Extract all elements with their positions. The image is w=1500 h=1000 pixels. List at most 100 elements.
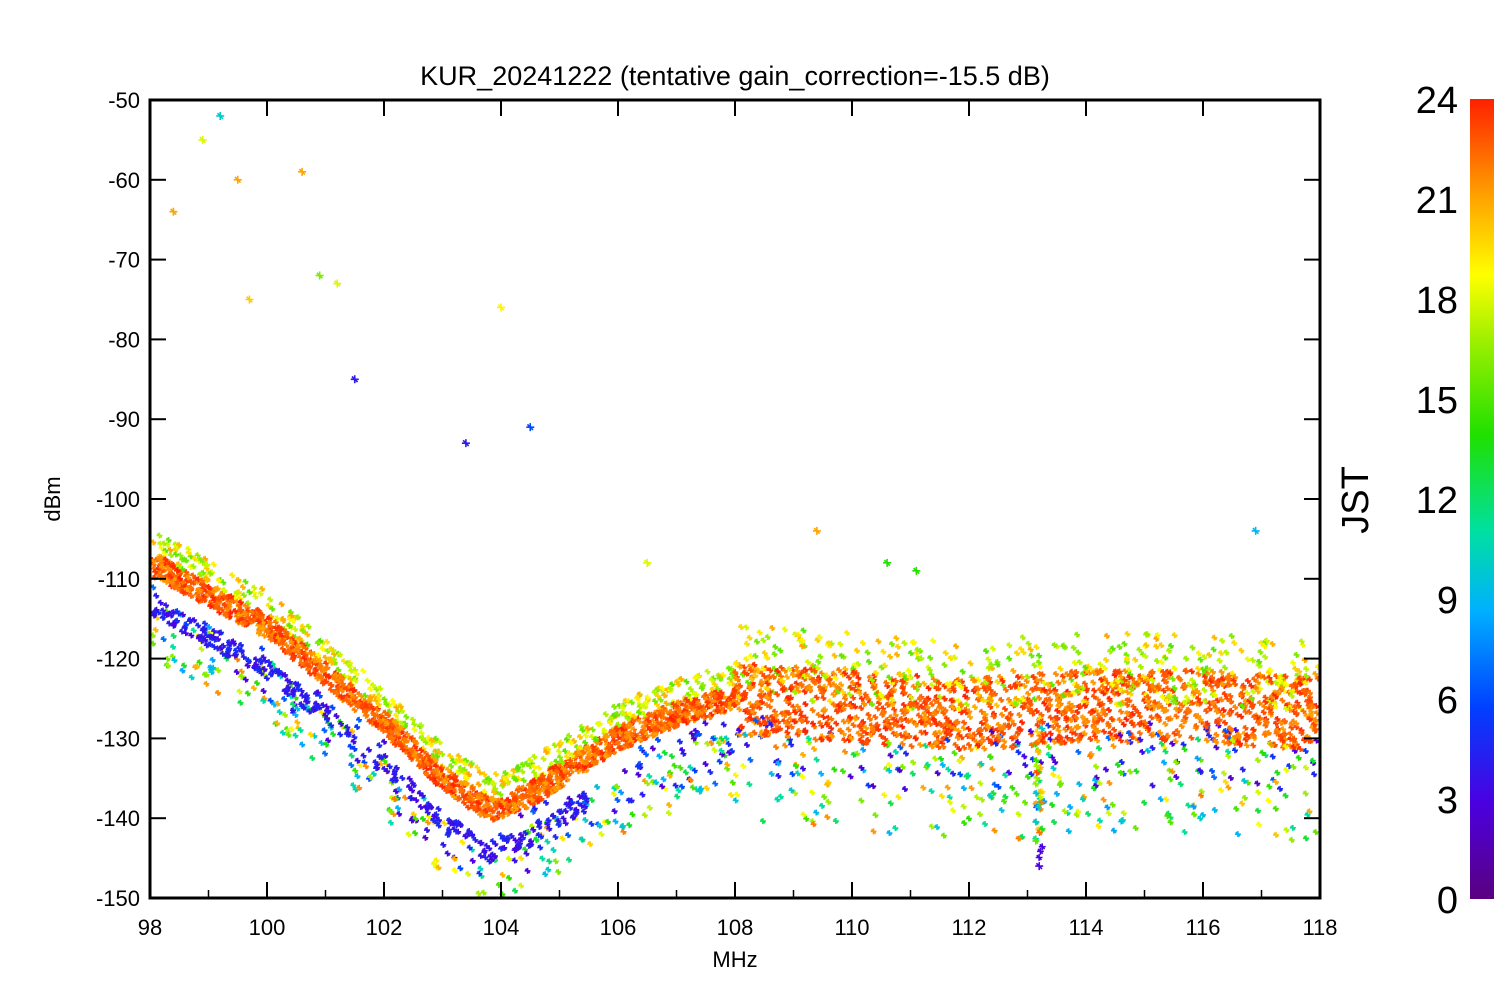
data-point: [492, 771, 499, 778]
colorbar-label: JST: [1335, 466, 1377, 534]
data-point: [281, 695, 288, 702]
data-point: [394, 805, 401, 812]
data-point: [582, 739, 589, 746]
data-point: [938, 793, 945, 800]
data-point: [1057, 693, 1064, 700]
data-point: [831, 766, 838, 773]
data-point: [497, 303, 505, 312]
data-point: [702, 761, 709, 768]
data-point: [185, 574, 192, 581]
data-point: [299, 741, 306, 748]
colorbar-tick-label: 15: [1416, 380, 1458, 422]
data-point: [945, 766, 952, 773]
data-point: [1188, 734, 1195, 741]
data-point: [362, 763, 369, 770]
data-point: [1142, 653, 1149, 660]
data-point: [671, 762, 678, 769]
data-point: [477, 811, 484, 818]
data-point: [1279, 697, 1286, 704]
data-point: [654, 693, 661, 700]
data-point: [1015, 811, 1022, 818]
data-point: [850, 722, 857, 729]
data-point: [773, 744, 780, 751]
data-point: [886, 674, 893, 681]
data-point: [351, 734, 358, 741]
data-point: [999, 711, 1006, 718]
data-point: [1079, 684, 1086, 691]
data-point: [1211, 806, 1218, 813]
data-point: [611, 808, 618, 815]
data-point: [279, 729, 286, 736]
data-point: [1257, 648, 1264, 655]
data-point: [975, 691, 982, 698]
data-point: [239, 584, 246, 591]
data-point: [928, 788, 935, 795]
data-point: [1198, 792, 1205, 799]
data-point: [1072, 730, 1079, 737]
data-point: [451, 855, 458, 862]
data-point: [1160, 687, 1167, 694]
data-point: [269, 605, 276, 612]
data-point: [1195, 736, 1202, 743]
data-point: [1141, 799, 1148, 806]
data-point: [1127, 768, 1134, 775]
data-point: [422, 834, 429, 841]
data-point: [1051, 642, 1058, 649]
data-point: [172, 551, 179, 558]
data-point: [1102, 665, 1109, 672]
data-point: [576, 744, 583, 751]
data-point: [497, 791, 504, 798]
data-point: [433, 857, 440, 864]
data-point: [1216, 657, 1223, 664]
data-point: [1052, 671, 1059, 678]
data-point: [229, 572, 236, 579]
data-point: [276, 709, 283, 716]
data-point: [817, 720, 824, 727]
data-point: [285, 731, 292, 738]
data-point: [598, 831, 605, 838]
data-point: [1222, 778, 1229, 785]
data-point: [743, 656, 750, 663]
data-point: [812, 526, 821, 535]
data-point: [915, 712, 922, 719]
data-point: [743, 742, 750, 749]
data-point: [950, 770, 957, 777]
data-point: [813, 809, 820, 816]
data-point: [1031, 662, 1038, 669]
data-point: [1025, 690, 1032, 697]
data-point: [188, 592, 195, 599]
data-point: [1047, 730, 1054, 737]
data-point: [309, 755, 316, 762]
data-point: [1173, 713, 1180, 720]
data-point: [451, 867, 458, 874]
data-point: [688, 705, 695, 712]
data-point: [1221, 664, 1228, 671]
data-point: [416, 790, 423, 797]
data-point: [789, 671, 796, 678]
colorbar: [1470, 99, 1494, 899]
data-point: [484, 801, 491, 808]
data-point: [759, 818, 766, 825]
data-point: [1045, 744, 1052, 751]
data-point: [677, 764, 684, 771]
data-point: [847, 773, 854, 780]
data-point: [720, 721, 727, 728]
data-point: [367, 694, 374, 701]
data-point: [912, 566, 921, 575]
x-tick-label: 110: [834, 915, 869, 940]
data-point: [1143, 631, 1150, 638]
data-point: [708, 676, 715, 683]
data-point: [618, 789, 625, 796]
axes-layer: 98 100 102 104 106 108 110 112 114 116 118-50-60-7…: [96, 88, 1338, 940]
data-point: [794, 770, 801, 777]
data-point: [695, 700, 702, 707]
data-point: [821, 793, 828, 800]
data-point: [1136, 646, 1143, 653]
data-point: [1004, 715, 1011, 722]
data-point: [795, 631, 802, 638]
data-point: [1162, 654, 1169, 661]
data-point: [863, 724, 870, 731]
x-tick-label: 104: [483, 915, 520, 940]
data-point: [1261, 674, 1268, 681]
data-point: [160, 636, 167, 643]
